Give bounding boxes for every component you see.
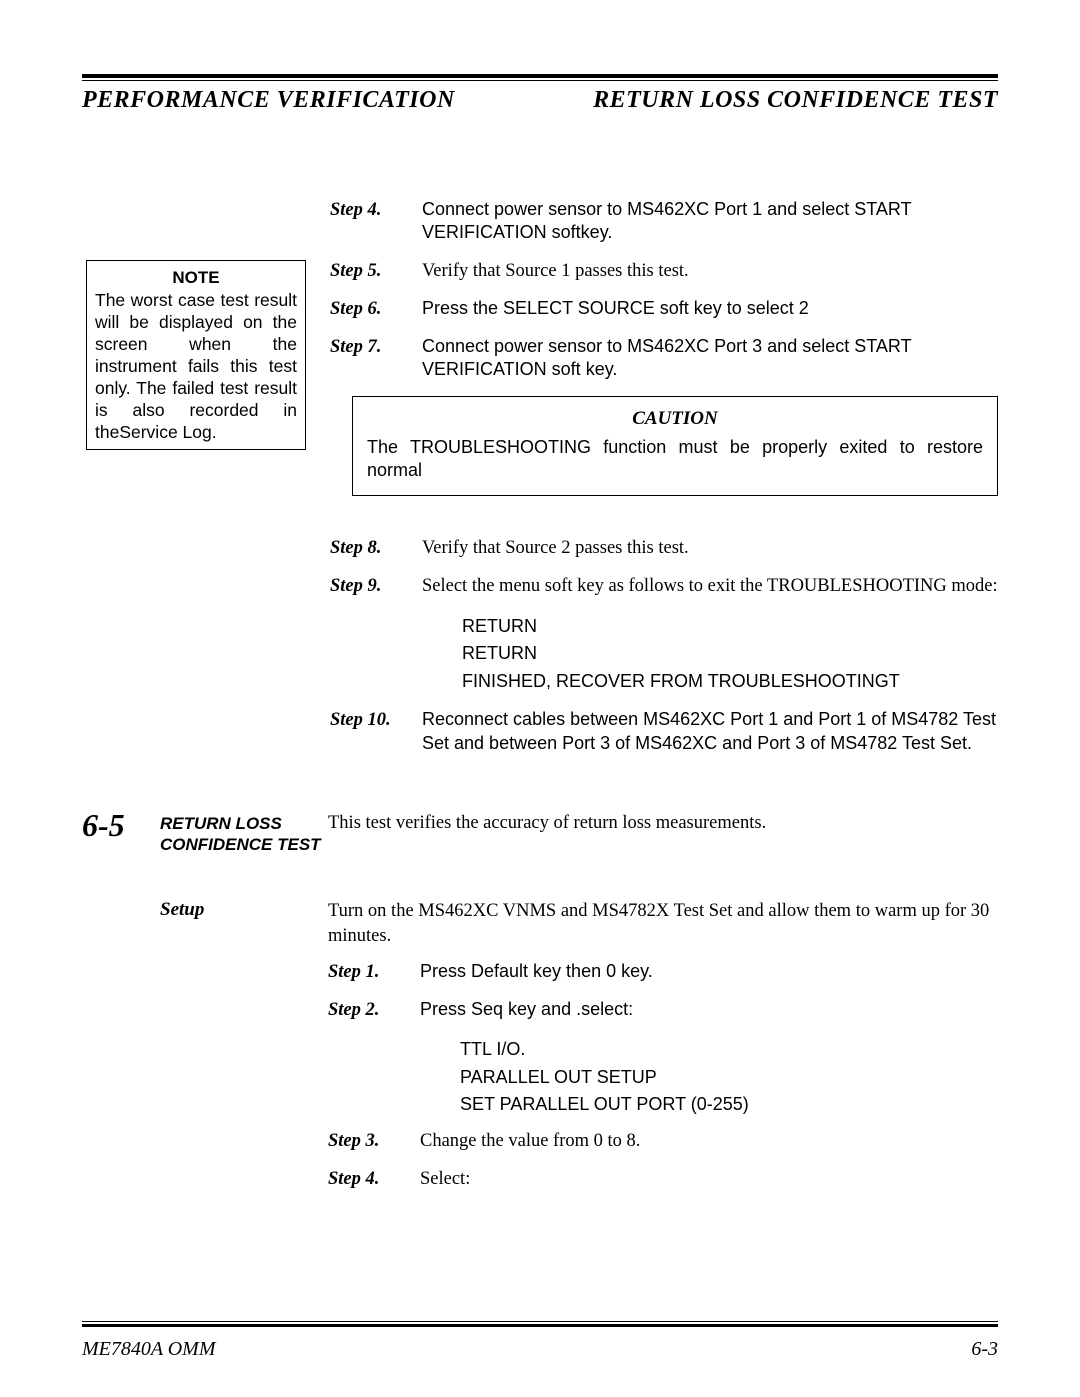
step-text: Verify that Source 1 passes this test. — [422, 259, 998, 283]
list-item: RETURN — [462, 613, 998, 641]
footer-right: 6-3 — [971, 1338, 998, 1361]
caution-body: The TROUBLESHOOTING function must be pro… — [367, 436, 983, 481]
step-text: Press the SELECT SOURCE soft key to sele… — [422, 297, 998, 321]
note-title: NOTE — [95, 267, 297, 288]
setup-step-2-list: TTL I/O. PARALLEL OUT SETUP SET PARALLEL… — [460, 1036, 998, 1120]
step-9-list: RETURN RETURN FINISHED, RECOVER FROM TRO… — [462, 613, 998, 697]
caution-title: CAUTION — [367, 407, 983, 431]
step-label: Step 3. — [328, 1129, 420, 1153]
list-item: RETURN — [462, 640, 998, 668]
step-text: Select the menu soft key as follows to e… — [422, 574, 998, 598]
step-label: Step 2. — [328, 998, 420, 1022]
step-text: Press Default key then 0 key. — [420, 960, 998, 984]
step-label: Step 1. — [328, 960, 420, 984]
step-label: Step 4. — [330, 198, 422, 245]
note-box: NOTE The worst case test result will be … — [86, 260, 306, 450]
step-6: Step 6. Press the SELECT SOURCE soft key… — [330, 297, 998, 321]
section-text: This test verifies the accuracy of retur… — [328, 809, 998, 856]
step-label: Step 9. — [330, 574, 422, 598]
step-4: Step 4. Connect power sensor to MS462XC … — [330, 198, 998, 245]
list-item: SET PARALLEL OUT PORT (0-255) — [460, 1091, 998, 1119]
left-column: NOTE The worst case test result will be … — [82, 198, 330, 769]
setup-step-1: Step 1. Press Default key then 0 key. — [328, 960, 998, 984]
footer: ME7840A OMM 6-3 — [82, 1338, 998, 1361]
step-9: Step 9. Select the menu soft key as foll… — [330, 574, 998, 598]
header-left: PERFORMANCE VERIFICATION — [82, 87, 455, 114]
list-item: PARALLEL OUT SETUP — [460, 1064, 998, 1092]
top-rule — [82, 74, 998, 81]
step-text: Change the value from 0 to 8. — [420, 1129, 998, 1153]
section-6-5: 6-5 RETURN LOSS CONFIDENCE TEST This tes… — [82, 809, 998, 856]
right-column: Step 4. Connect power sensor to MS462XC … — [330, 198, 998, 769]
step-text: Select: — [420, 1167, 998, 1191]
step-text: Press Seq key and .select: — [420, 998, 998, 1022]
list-item: FINISHED, RECOVER FROM TROUBLESHOOTINGT — [462, 668, 998, 696]
setup-step-4: Step 4. Select: — [328, 1167, 998, 1191]
page: PERFORMANCE VERIFICATION RETURN LOSS CON… — [0, 0, 1080, 1397]
step-text: Connect power sensor to MS462XC Port 1 a… — [422, 198, 998, 245]
step-label: Step 5. — [330, 259, 422, 283]
step-7: Step 7. Connect power sensor to MS462XC … — [330, 335, 998, 382]
step-text: Verify that Source 2 passes this test. — [422, 536, 998, 560]
content-area: NOTE The worst case test result will be … — [82, 198, 998, 769]
list-item: TTL I/O. — [460, 1036, 998, 1064]
step-8: Step 8. Verify that Source 2 passes this… — [330, 536, 998, 560]
step-label: Step 4. — [328, 1167, 420, 1191]
step-text: Reconnect cables between MS462XC Port 1 … — [422, 708, 998, 755]
step-5: Step 5. Verify that Source 1 passes this… — [330, 259, 998, 283]
setup-step-3: Step 3. Change the value from 0 to 8. — [328, 1129, 998, 1153]
running-header: PERFORMANCE VERIFICATION RETURN LOSS CON… — [82, 87, 998, 118]
step-text: Connect power sensor to MS462XC Port 3 a… — [422, 335, 998, 382]
section-title: RETURN LOSS CONFIDENCE TEST — [160, 809, 328, 856]
setup-row: Setup Turn on the MS462XC VNMS and MS478… — [82, 899, 998, 1205]
step-label: Step 7. — [330, 335, 422, 382]
section-number: 6-5 — [82, 809, 160, 856]
setup-body: Turn on the MS462XC VNMS and MS4782X Tes… — [328, 899, 998, 1205]
setup-intro: Turn on the MS462XC VNMS and MS4782X Tes… — [328, 899, 998, 947]
step-label: Step 8. — [330, 536, 422, 560]
step-label: Step 10. — [330, 708, 422, 755]
note-body: The worst case test result will be displ… — [95, 290, 297, 443]
setup-step-2: Step 2. Press Seq key and .select: — [328, 998, 998, 1022]
setup-label: Setup — [82, 899, 328, 1205]
step-10: Step 10. Reconnect cables between MS462X… — [330, 708, 998, 755]
footer-left: ME7840A OMM — [82, 1338, 216, 1361]
step-label: Step 6. — [330, 297, 422, 321]
caution-box: CAUTION The TROUBLESHOOTING function mus… — [352, 396, 998, 497]
header-right: RETURN LOSS CONFIDENCE TEST — [593, 87, 998, 114]
bottom-rule — [82, 1321, 998, 1327]
